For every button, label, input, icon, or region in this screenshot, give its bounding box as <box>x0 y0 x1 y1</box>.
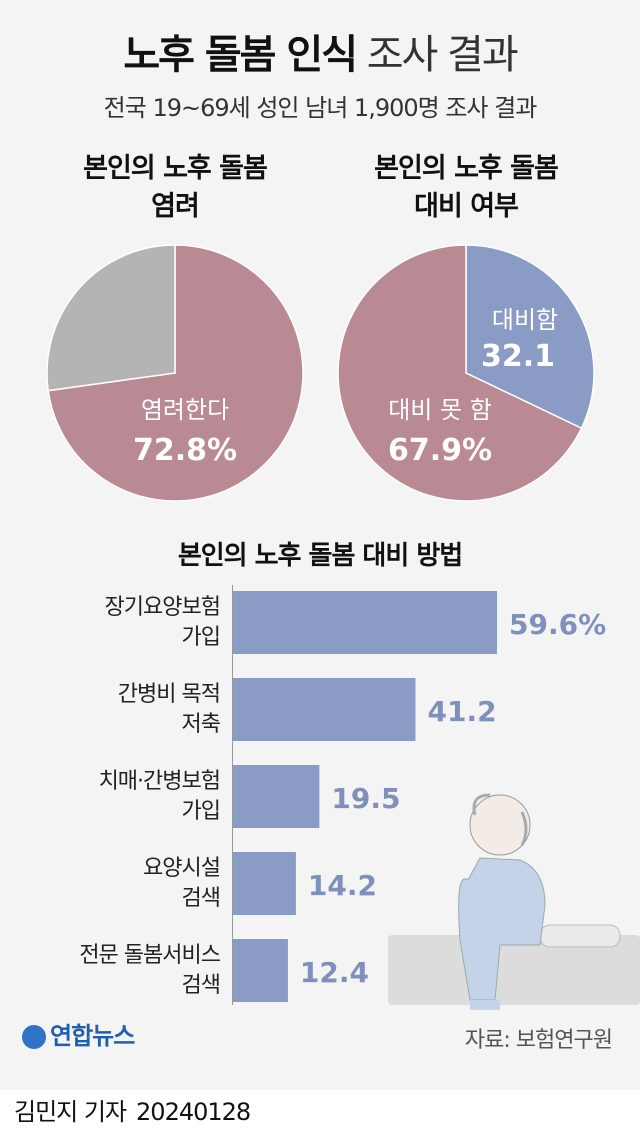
yonhap-logo: 연합뉴스 <box>22 1016 135 1051</box>
source-text: 자료: 보험연구원 <box>464 1028 613 1053</box>
bar-category-line: 요양시설 <box>143 856 221 881</box>
bar-chart: 59.6% 41.2 19.5 14.2 12.4 <box>233 591 606 1002</box>
bar-category-line: 가입 <box>181 799 221 824</box>
pie2-title: 본인의 노후 돌봄 대비 여부 <box>316 150 616 226</box>
bar-3 <box>233 852 296 915</box>
pie1-title-line2: 염려 <box>151 191 200 222</box>
pie1-title-line1: 본인의 노후 돌봄 <box>83 153 268 184</box>
logo-globe-icon <box>22 1025 46 1049</box>
page-title: 노후 돌봄 인식 조사 결과 <box>0 22 640 80</box>
pie2-title-line2: 대비 여부 <box>414 191 519 222</box>
bar-2 <box>233 765 320 828</box>
pie1-title: 본인의 노후 돌봄 염려 <box>25 150 325 226</box>
pie-worry <box>46 244 304 502</box>
bar-1 <box>233 678 416 741</box>
bar-category-line: 검색 <box>181 886 221 911</box>
bar-value-label: 59.6% <box>509 608 606 641</box>
subtitle: 전국 19~69세 성인 남녀 1,900명 조사 결과 <box>103 94 538 122</box>
pie2-blue-value: 32.1 <box>481 339 555 374</box>
bar-category-line: 간병비 목적 <box>117 682 221 707</box>
bar-category-line: 전문 돌봄서비스 <box>79 943 221 968</box>
bar-value-label: 19.5 <box>331 782 400 815</box>
bar-0 <box>233 591 497 654</box>
title-light: 조사 결과 <box>366 32 519 78</box>
pie2-slice-1 <box>337 244 583 502</box>
reporter: 김민지 기자 <box>14 1098 127 1126</box>
charts-svg: 염려한다 72.8% 대비함 32.1 대비 못 함 67.9% 59.6% 41… <box>46 244 640 1010</box>
logo-text: 연합뉴스 <box>50 1022 135 1050</box>
bar-category-line: 가입 <box>181 625 221 650</box>
pie1-value: 72.8% <box>133 433 237 468</box>
bar-value-label: 12.4 <box>300 956 369 989</box>
pie2-pink-value: 67.9% <box>388 433 492 468</box>
bar-4 <box>233 939 288 1002</box>
bar-category-line: 저축 <box>181 712 221 737</box>
bar-category-line: 치매·간병보험 <box>98 769 221 794</box>
pie2-pink-label: 대비 못 함 <box>388 396 492 424</box>
bar-category-line: 검색 <box>181 973 221 998</box>
byline: 김민지 기자 20240128 <box>14 1092 251 1127</box>
bar-value-label: 41.2 <box>427 695 496 728</box>
pie2-blue-label: 대비함 <box>492 306 558 334</box>
pie2-slice-0 <box>465 244 595 430</box>
date: 20240128 <box>136 1098 251 1126</box>
pie2-title-line1: 본인의 노후 돌봄 <box>374 153 559 184</box>
bar-value-label: 14.2 <box>308 869 377 902</box>
elderly-man-illustration <box>388 793 640 1010</box>
bar-category-line: 장기요양보험 <box>104 595 221 620</box>
pie1-label: 염려한다 <box>141 396 229 424</box>
title-bold: 노후 돌봄 인식 <box>123 32 358 78</box>
pie-preparation <box>337 244 595 502</box>
bar-chart-title: 본인의 노후 돌봄 대비 방법 <box>177 541 463 571</box>
pie1-slice-1 <box>46 244 176 392</box>
